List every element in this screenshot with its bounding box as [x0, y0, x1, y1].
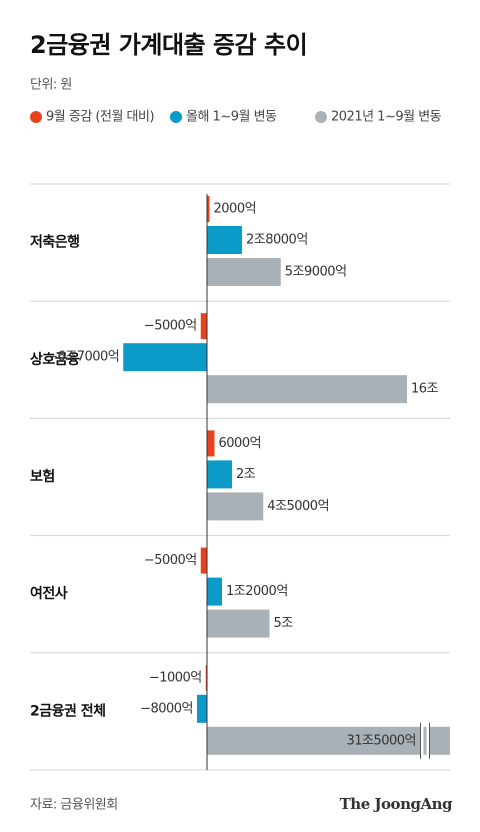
value-label: 2조 [236, 467, 256, 482]
bar [205, 664, 207, 691]
value-label: −5000억 [144, 319, 197, 334]
category-label: 저축은행 [30, 235, 80, 251]
unit-note: 단위: 원 [30, 78, 72, 93]
legend-swatch [315, 111, 327, 123]
chart-title: 2금융권 가계대출 증감 추이 [30, 31, 307, 59]
legend-label: 올해 1~9월 변동 [186, 110, 277, 125]
bar [207, 430, 215, 457]
bar [197, 694, 207, 723]
legend: 9월 증감 (전월 대비) 올해 1~9월 변동 2021년 1~9월 변동 [30, 110, 442, 125]
bar [207, 226, 242, 254]
value-label: 2000억 [214, 202, 257, 217]
bar [207, 460, 232, 489]
value-label: 5조 [274, 616, 294, 631]
value-label: −5000억 [144, 553, 197, 568]
bar [200, 547, 207, 574]
bar [207, 258, 281, 286]
value-label: 2조8000억 [246, 233, 308, 248]
value-label: 5조9000억 [285, 265, 347, 280]
source: 자료: 금융위원회 [30, 798, 118, 813]
value-label: −6조7000억 [47, 350, 119, 365]
bar [207, 577, 222, 606]
legend-swatch [30, 111, 42, 123]
brand: The JoongAng [340, 795, 453, 813]
value-label: 6000억 [219, 436, 262, 451]
value-label: −1000억 [149, 670, 202, 685]
legend-label: 9월 증감 (전월 대비) [46, 110, 154, 125]
category-label: 상호금융 [30, 352, 80, 368]
bar [200, 313, 207, 340]
bar [207, 492, 264, 521]
category-label: 2금융권 전체 [30, 702, 106, 719]
value-label: −8000억 [140, 701, 193, 716]
value-label: 31조5000억 [346, 733, 416, 748]
bar [207, 196, 210, 222]
legend-label: 2021년 1~9월 변동 [331, 110, 442, 125]
value-label: 1조2000억 [226, 584, 288, 599]
category-label: 보험 [30, 468, 55, 485]
bar [207, 609, 270, 638]
bar [123, 343, 207, 372]
category-label: 여전사 [30, 585, 68, 602]
bar [207, 726, 450, 755]
value-label: 16조 [411, 382, 439, 397]
legend-swatch [170, 111, 182, 123]
value-label: 4조5000억 [267, 499, 329, 514]
bar [207, 375, 407, 404]
